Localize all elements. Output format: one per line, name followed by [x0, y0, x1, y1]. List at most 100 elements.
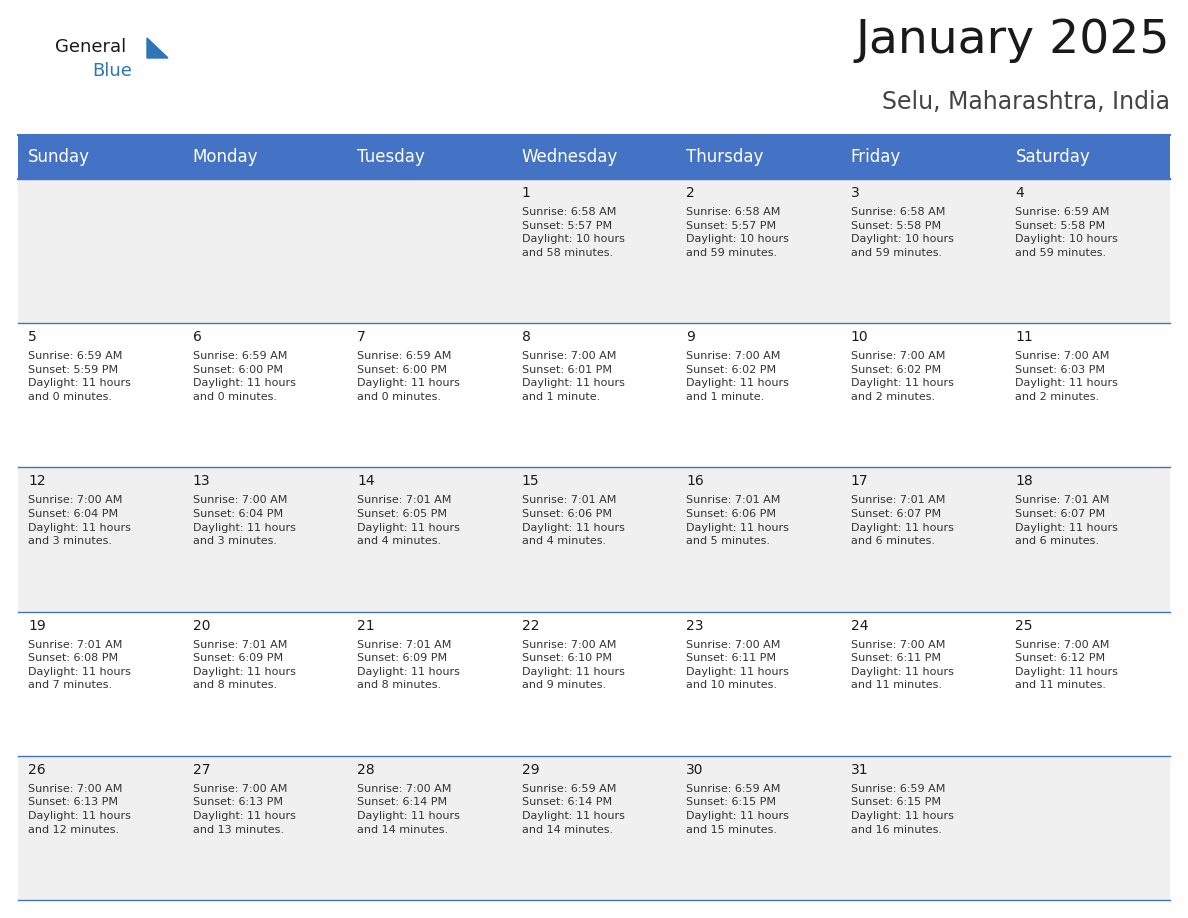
- Text: Sunrise: 7:00 AM
Sunset: 6:13 PM
Daylight: 11 hours
and 13 minutes.: Sunrise: 7:00 AM Sunset: 6:13 PM Dayligh…: [192, 784, 296, 834]
- Text: 8: 8: [522, 330, 531, 344]
- Text: Sunday: Sunday: [29, 148, 90, 166]
- Text: Sunrise: 7:00 AM
Sunset: 6:04 PM
Daylight: 11 hours
and 3 minutes.: Sunrise: 7:00 AM Sunset: 6:04 PM Dayligh…: [29, 496, 131, 546]
- Text: Sunrise: 7:01 AM
Sunset: 6:08 PM
Daylight: 11 hours
and 7 minutes.: Sunrise: 7:01 AM Sunset: 6:08 PM Dayligh…: [29, 640, 131, 690]
- Bar: [1005, 756, 1170, 900]
- Bar: [676, 467, 841, 611]
- Bar: [841, 323, 1005, 467]
- Text: Sunrise: 7:00 AM
Sunset: 6:04 PM
Daylight: 11 hours
and 3 minutes.: Sunrise: 7:00 AM Sunset: 6:04 PM Dayligh…: [192, 496, 296, 546]
- Bar: [347, 135, 512, 179]
- Text: 16: 16: [687, 475, 704, 488]
- Polygon shape: [147, 38, 168, 58]
- Bar: [676, 756, 841, 900]
- Text: Wednesday: Wednesday: [522, 148, 618, 166]
- Text: 27: 27: [192, 763, 210, 777]
- Text: Sunrise: 7:01 AM
Sunset: 6:09 PM
Daylight: 11 hours
and 8 minutes.: Sunrise: 7:01 AM Sunset: 6:09 PM Dayligh…: [192, 640, 296, 690]
- Text: Sunrise: 7:01 AM
Sunset: 6:07 PM
Daylight: 11 hours
and 6 minutes.: Sunrise: 7:01 AM Sunset: 6:07 PM Dayligh…: [1016, 496, 1118, 546]
- Bar: [676, 135, 841, 179]
- Text: Sunrise: 7:01 AM
Sunset: 6:07 PM
Daylight: 11 hours
and 6 minutes.: Sunrise: 7:01 AM Sunset: 6:07 PM Dayligh…: [851, 496, 954, 546]
- Bar: [18, 323, 183, 467]
- Text: Sunrise: 6:59 AM
Sunset: 5:58 PM
Daylight: 10 hours
and 59 minutes.: Sunrise: 6:59 AM Sunset: 5:58 PM Dayligh…: [1016, 207, 1118, 258]
- Text: 12: 12: [29, 475, 45, 488]
- Text: 20: 20: [192, 619, 210, 633]
- Bar: [183, 611, 347, 756]
- Bar: [1005, 135, 1170, 179]
- Text: Sunrise: 6:59 AM
Sunset: 6:15 PM
Daylight: 11 hours
and 16 minutes.: Sunrise: 6:59 AM Sunset: 6:15 PM Dayligh…: [851, 784, 954, 834]
- Text: Saturday: Saturday: [1016, 148, 1091, 166]
- Text: 3: 3: [851, 186, 860, 200]
- Bar: [183, 323, 347, 467]
- Text: January 2025: January 2025: [855, 18, 1170, 63]
- Text: Sunrise: 6:58 AM
Sunset: 5:57 PM
Daylight: 10 hours
and 58 minutes.: Sunrise: 6:58 AM Sunset: 5:57 PM Dayligh…: [522, 207, 625, 258]
- Text: Sunrise: 7:01 AM
Sunset: 6:05 PM
Daylight: 11 hours
and 4 minutes.: Sunrise: 7:01 AM Sunset: 6:05 PM Dayligh…: [358, 496, 460, 546]
- Text: Sunrise: 6:59 AM
Sunset: 5:59 PM
Daylight: 11 hours
and 0 minutes.: Sunrise: 6:59 AM Sunset: 5:59 PM Dayligh…: [29, 352, 131, 402]
- Bar: [1005, 179, 1170, 323]
- Text: Sunrise: 7:00 AM
Sunset: 6:11 PM
Daylight: 11 hours
and 11 minutes.: Sunrise: 7:00 AM Sunset: 6:11 PM Dayligh…: [851, 640, 954, 690]
- Bar: [18, 467, 183, 611]
- Text: 19: 19: [29, 619, 46, 633]
- Bar: [183, 467, 347, 611]
- Bar: [18, 756, 183, 900]
- Text: 22: 22: [522, 619, 539, 633]
- Text: 6: 6: [192, 330, 202, 344]
- Bar: [183, 179, 347, 323]
- Text: Sunrise: 7:01 AM
Sunset: 6:09 PM
Daylight: 11 hours
and 8 minutes.: Sunrise: 7:01 AM Sunset: 6:09 PM Dayligh…: [358, 640, 460, 690]
- Text: Sunrise: 7:00 AM
Sunset: 6:13 PM
Daylight: 11 hours
and 12 minutes.: Sunrise: 7:00 AM Sunset: 6:13 PM Dayligh…: [29, 784, 131, 834]
- Bar: [841, 467, 1005, 611]
- Bar: [347, 323, 512, 467]
- Bar: [1005, 467, 1170, 611]
- Bar: [512, 323, 676, 467]
- Text: 31: 31: [851, 763, 868, 777]
- Text: Tuesday: Tuesday: [358, 148, 425, 166]
- Text: Sunrise: 7:00 AM
Sunset: 6:10 PM
Daylight: 11 hours
and 9 minutes.: Sunrise: 7:00 AM Sunset: 6:10 PM Dayligh…: [522, 640, 625, 690]
- Text: Sunrise: 7:00 AM
Sunset: 6:12 PM
Daylight: 11 hours
and 11 minutes.: Sunrise: 7:00 AM Sunset: 6:12 PM Dayligh…: [1016, 640, 1118, 690]
- Bar: [841, 179, 1005, 323]
- Text: Sunrise: 7:00 AM
Sunset: 6:02 PM
Daylight: 11 hours
and 2 minutes.: Sunrise: 7:00 AM Sunset: 6:02 PM Dayligh…: [851, 352, 954, 402]
- Text: Thursday: Thursday: [687, 148, 764, 166]
- Text: 30: 30: [687, 763, 703, 777]
- Text: 25: 25: [1016, 619, 1032, 633]
- Bar: [18, 179, 183, 323]
- Text: Sunrise: 6:58 AM
Sunset: 5:57 PM
Daylight: 10 hours
and 59 minutes.: Sunrise: 6:58 AM Sunset: 5:57 PM Dayligh…: [687, 207, 789, 258]
- Bar: [18, 135, 183, 179]
- Text: Sunrise: 7:01 AM
Sunset: 6:06 PM
Daylight: 11 hours
and 5 minutes.: Sunrise: 7:01 AM Sunset: 6:06 PM Dayligh…: [687, 496, 789, 546]
- Text: 7: 7: [358, 330, 366, 344]
- Text: 13: 13: [192, 475, 210, 488]
- Text: Sunrise: 7:00 AM
Sunset: 6:01 PM
Daylight: 11 hours
and 1 minute.: Sunrise: 7:00 AM Sunset: 6:01 PM Dayligh…: [522, 352, 625, 402]
- Bar: [676, 179, 841, 323]
- Text: 1: 1: [522, 186, 531, 200]
- Text: 26: 26: [29, 763, 45, 777]
- Text: Monday: Monday: [192, 148, 258, 166]
- Text: Sunrise: 7:00 AM
Sunset: 6:14 PM
Daylight: 11 hours
and 14 minutes.: Sunrise: 7:00 AM Sunset: 6:14 PM Dayligh…: [358, 784, 460, 834]
- Text: Sunrise: 7:01 AM
Sunset: 6:06 PM
Daylight: 11 hours
and 4 minutes.: Sunrise: 7:01 AM Sunset: 6:06 PM Dayligh…: [522, 496, 625, 546]
- Text: 18: 18: [1016, 475, 1034, 488]
- Text: 11: 11: [1016, 330, 1034, 344]
- Text: 14: 14: [358, 475, 374, 488]
- Text: 23: 23: [687, 619, 703, 633]
- Text: Friday: Friday: [851, 148, 902, 166]
- Text: Sunrise: 6:59 AM
Sunset: 6:14 PM
Daylight: 11 hours
and 14 minutes.: Sunrise: 6:59 AM Sunset: 6:14 PM Dayligh…: [522, 784, 625, 834]
- Bar: [347, 179, 512, 323]
- Bar: [512, 135, 676, 179]
- Bar: [512, 611, 676, 756]
- Bar: [183, 756, 347, 900]
- Bar: [676, 611, 841, 756]
- Bar: [841, 756, 1005, 900]
- Text: 28: 28: [358, 763, 374, 777]
- Bar: [347, 611, 512, 756]
- Bar: [512, 179, 676, 323]
- Text: General: General: [55, 38, 126, 56]
- Bar: [183, 135, 347, 179]
- Text: Selu, Maharashtra, India: Selu, Maharashtra, India: [881, 90, 1170, 114]
- Text: Sunrise: 7:00 AM
Sunset: 6:11 PM
Daylight: 11 hours
and 10 minutes.: Sunrise: 7:00 AM Sunset: 6:11 PM Dayligh…: [687, 640, 789, 690]
- Text: Sunrise: 6:58 AM
Sunset: 5:58 PM
Daylight: 10 hours
and 59 minutes.: Sunrise: 6:58 AM Sunset: 5:58 PM Dayligh…: [851, 207, 954, 258]
- Text: Sunrise: 6:59 AM
Sunset: 6:00 PM
Daylight: 11 hours
and 0 minutes.: Sunrise: 6:59 AM Sunset: 6:00 PM Dayligh…: [358, 352, 460, 402]
- Bar: [347, 467, 512, 611]
- Text: 2: 2: [687, 186, 695, 200]
- Text: 24: 24: [851, 619, 868, 633]
- Text: 15: 15: [522, 475, 539, 488]
- Bar: [841, 135, 1005, 179]
- Bar: [18, 611, 183, 756]
- Bar: [841, 611, 1005, 756]
- Text: Sunrise: 7:00 AM
Sunset: 6:02 PM
Daylight: 11 hours
and 1 minute.: Sunrise: 7:00 AM Sunset: 6:02 PM Dayligh…: [687, 352, 789, 402]
- Text: Blue: Blue: [91, 62, 132, 80]
